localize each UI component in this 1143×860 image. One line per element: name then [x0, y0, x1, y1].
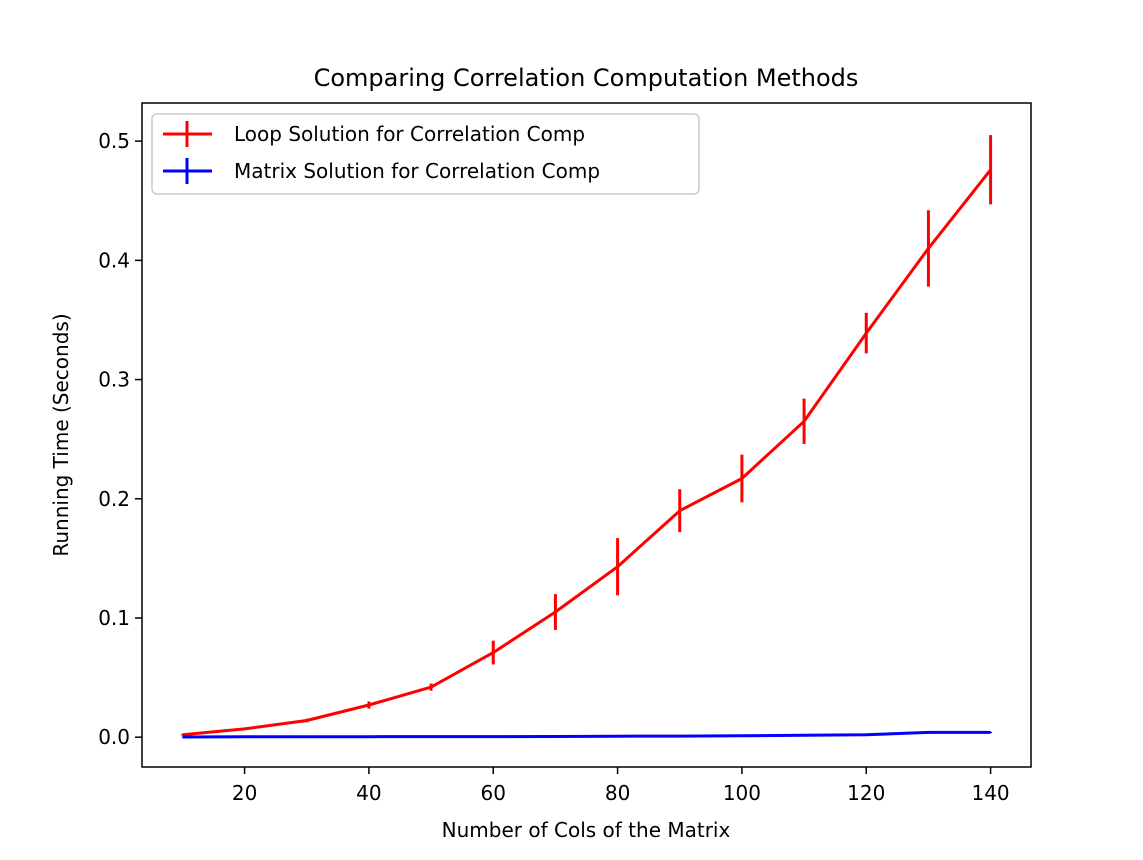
series-line: [182, 168, 992, 737]
x-tick-label: 60: [481, 781, 506, 805]
legend-box: [151, 113, 700, 195]
series-line: [182, 730, 991, 739]
y-tick-label: 0.5: [98, 129, 130, 153]
x-axis: 20 40 60 80 100 120 140: [232, 767, 1010, 805]
x-tick-label: 100: [723, 781, 761, 805]
legend-label-matrix: Matrix Solution for Correlation Comp: [234, 159, 600, 183]
x-tick-label: 40: [356, 781, 381, 805]
series-matrix: [180, 730, 993, 739]
x-tick-label: 140: [971, 781, 1009, 805]
legend-label-loop: Loop Solution for Correlation Comp: [234, 122, 585, 146]
y-tick-label: 0.1: [98, 606, 130, 630]
axes-frame: [141, 102, 1032, 768]
chart-title: Comparing Correlation Computation Method…: [314, 64, 859, 92]
y-tick-label: 0.4: [98, 248, 130, 272]
series-loop: [180, 135, 993, 737]
x-tick-label: 120: [847, 781, 885, 805]
y-tick-label: 0.2: [98, 487, 130, 511]
x-tick-label: 20: [232, 781, 257, 805]
y-axis: 0.0 0.1 0.2 0.3 0.4 0.5: [98, 129, 142, 749]
x-tick-label: 80: [605, 781, 630, 805]
plot-area: [180, 135, 993, 739]
legend: Loop Solution for Correlation Comp Matri…: [151, 113, 700, 195]
x-axis-label: Number of Cols of the Matrix: [442, 818, 731, 842]
y-tick-label: 0.0: [98, 725, 130, 749]
y-axis-label: Running Time (Seconds): [49, 313, 73, 556]
y-tick-label: 0.3: [98, 368, 130, 392]
